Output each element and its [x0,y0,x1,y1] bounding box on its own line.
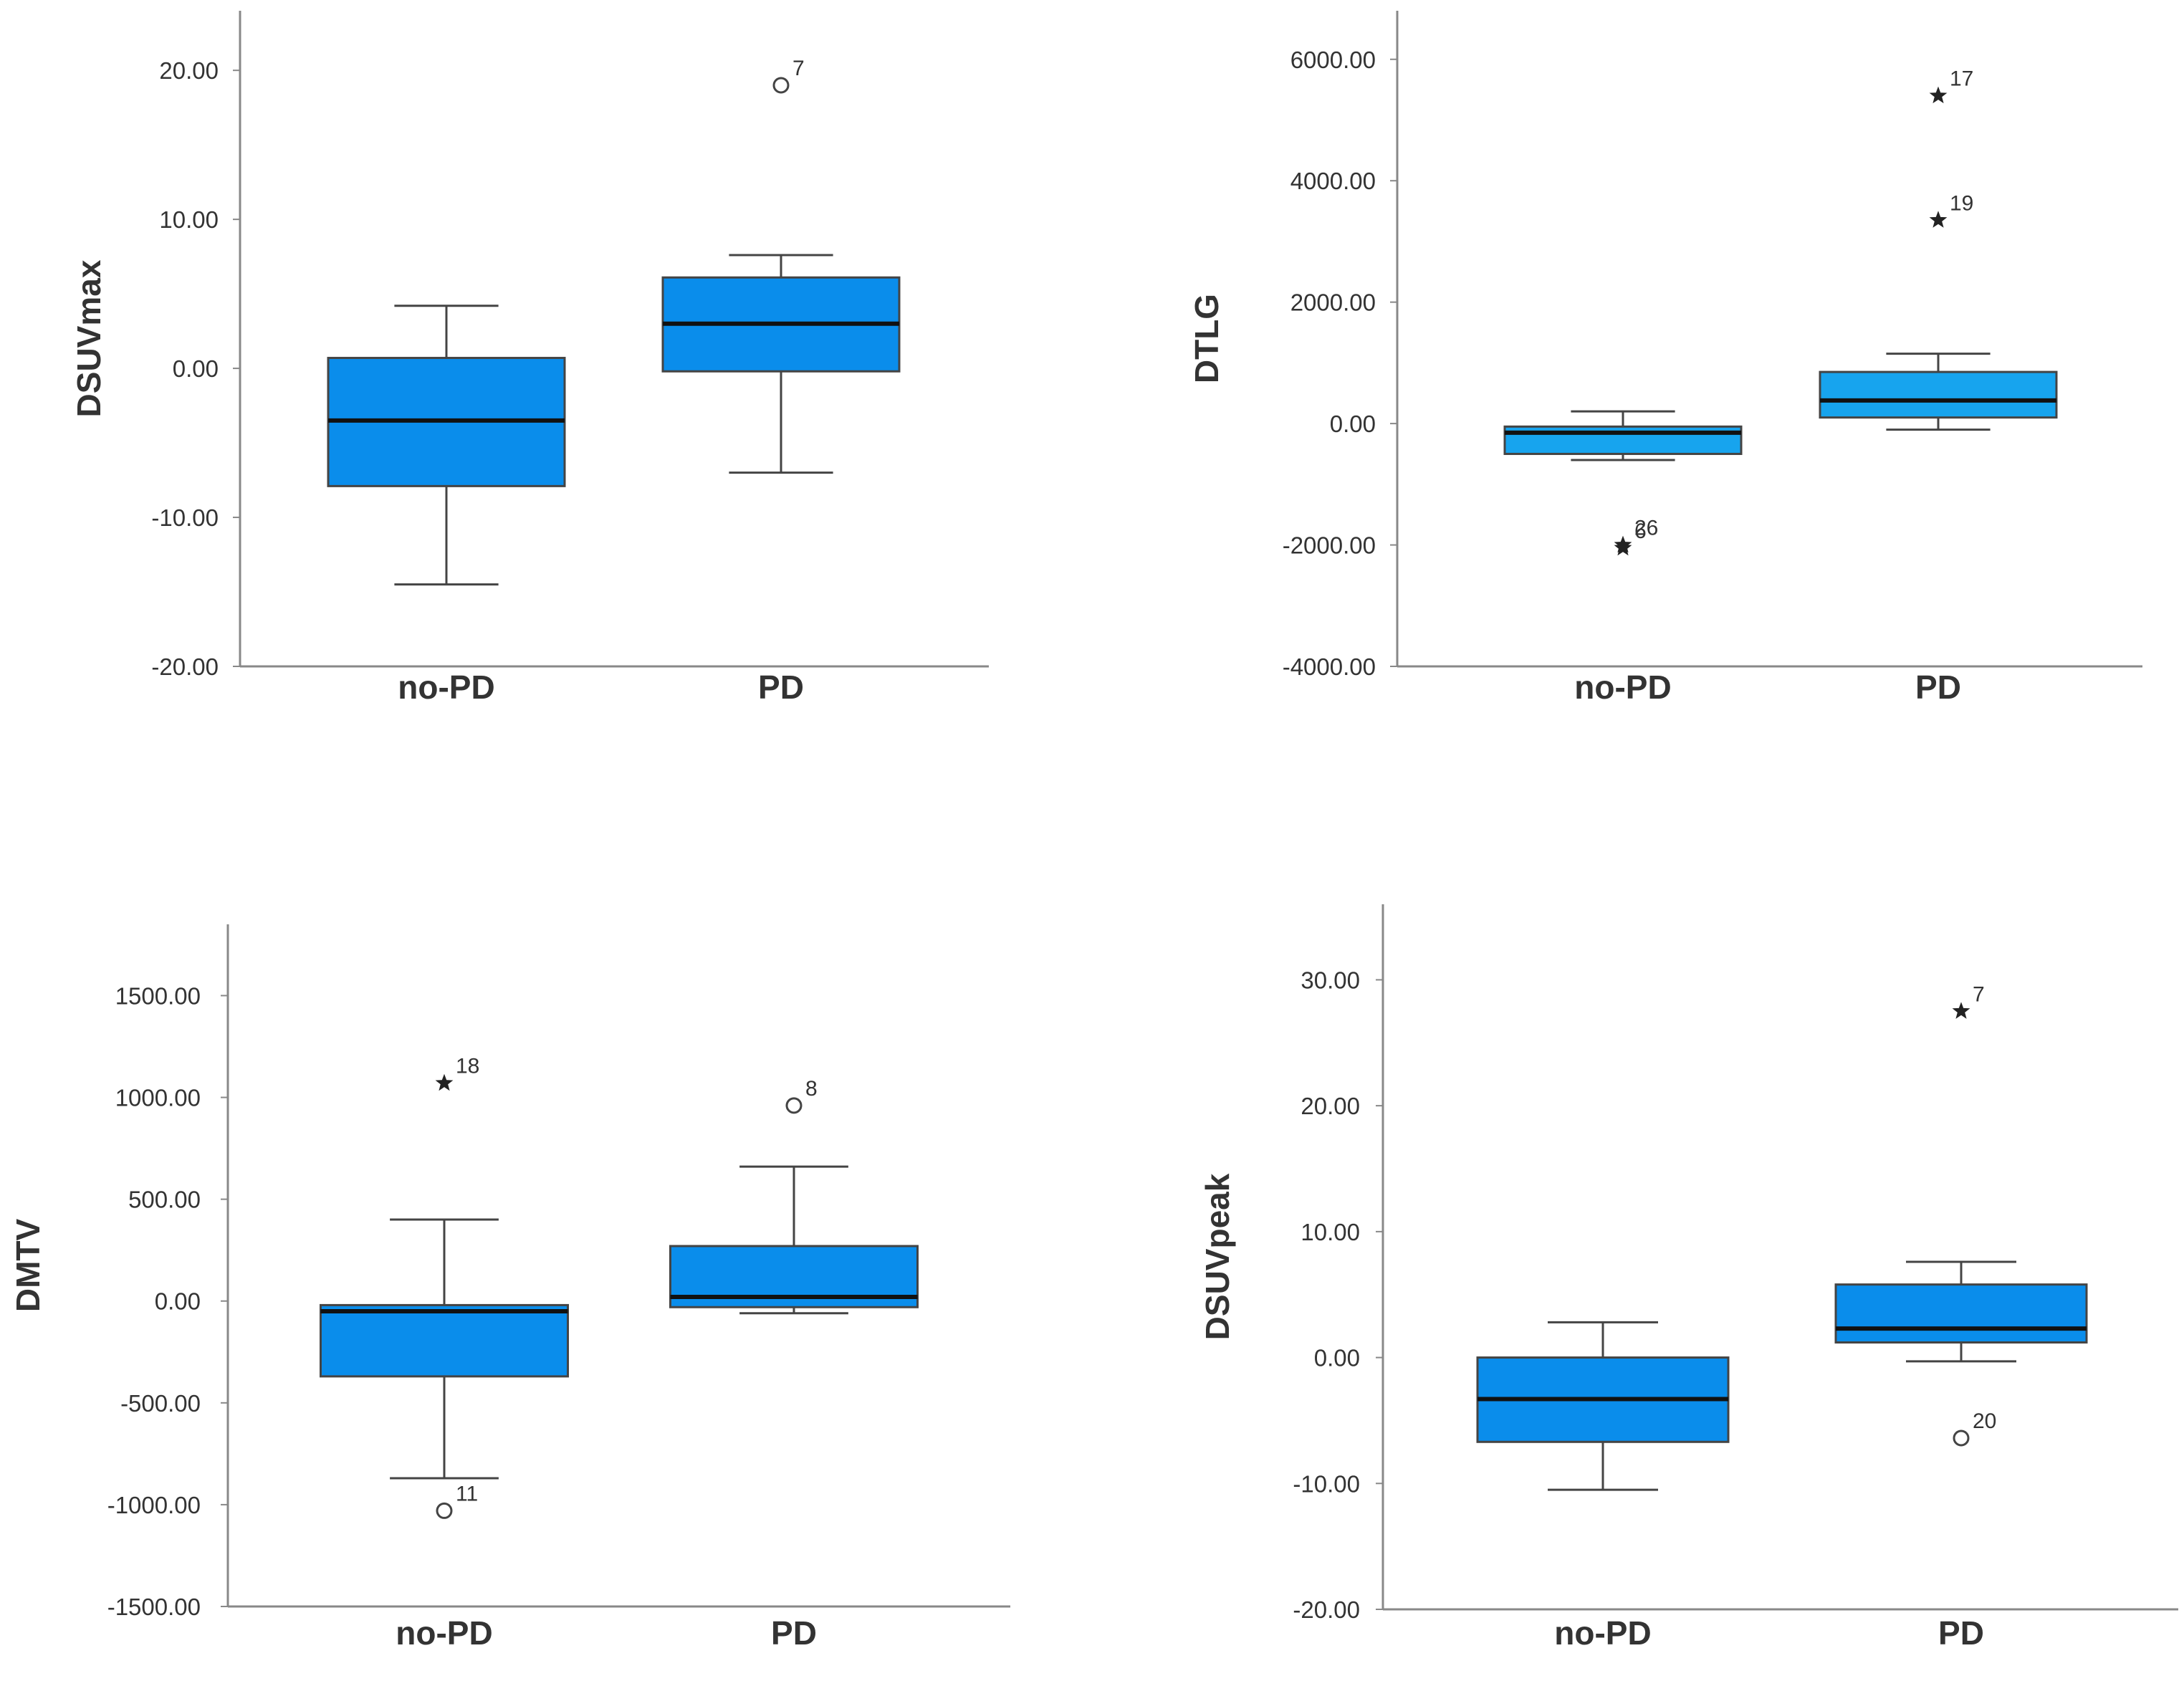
box-no-pd [1476,1321,1730,1491]
y-tick-label: -1000.00 [107,1492,201,1518]
y-tick-label: 0.00 [1314,1345,1360,1371]
outlier-circle [785,1097,803,1114]
y-tick-label: 1500.00 [115,982,201,1009]
outlier-label: 7 [792,57,805,80]
box-pd: 7 20 [1834,982,2088,1447]
y-tick-label: -20.00 [151,653,219,680]
y-tick-label: -500.00 [120,1390,201,1417]
y-tick-label: 1000.00 [115,1085,201,1111]
chart-panel-dmtv: -1500.00 -1000.00 -500.00 0.00 500.00 1000.00… [9,924,1010,1652]
outlier-star [435,1073,454,1091]
box-pd: 7 [661,57,901,474]
y-axis-title: DTLG [1188,294,1225,383]
y-tick-label: 4000.00 [1290,168,1376,194]
outlier-label: 6 [1634,519,1647,543]
outlier-star [1929,211,1948,228]
chart-panel-dsuvpeak: -20.00 -10.00 0.00 10.00 20.00 30.00 DSUVpeak n… [1199,904,2178,1652]
y-axis-title: DSUVpeak [1199,1173,1236,1340]
iqr-box [1834,1283,2088,1344]
outlier-circle [772,77,790,94]
y-tick-label: 20.00 [1301,1093,1360,1119]
y-tick-label: -10.00 [151,504,219,531]
outlier-label: 8 [805,1077,818,1101]
outlier-label: 18 [456,1055,479,1078]
outlier-label: 19 [1950,191,1973,215]
y-axis-title: DMTV [9,1219,47,1313]
x-category-label: PD [1915,669,1961,706]
x-category-label: no-PD [1554,1614,1651,1652]
chart-panel-dsuvmax: -20.00 -10.00 0.00 10.00 20.00 DSUVmax no-PD PD… [70,11,989,706]
box-pd: 8 [669,1077,919,1315]
y-tick-label: 0.00 [173,355,219,382]
box-no-pd [327,305,566,586]
y-tick-label: -20.00 [1293,1596,1360,1623]
x-category-label: PD [771,1614,817,1652]
y-tick-label: 0.00 [155,1288,201,1315]
y-tick-label: -4000.00 [1283,653,1376,680]
y-tick-label: -10.00 [1293,1470,1360,1497]
y-tick-label: 0.00 [1330,411,1376,437]
x-category-label: no-PD [396,1614,492,1652]
x-category-label: PD [758,669,804,706]
x-category-label: PD [1938,1614,1984,1652]
y-axis-title: DSUVmax [70,259,107,417]
y-tick-label: -1500.00 [107,1594,201,1620]
x-category-label: no-PD [1574,669,1671,706]
outlier-label: 26 [1634,517,1658,540]
y-tick-label: 6000.00 [1290,47,1376,73]
outlier-star [1614,538,1632,556]
outlier-label: 17 [1950,67,1973,91]
x-category-label: no-PD [398,669,494,706]
outlier-label: 20 [1973,1409,1996,1433]
y-tick-label: 2000.00 [1290,289,1376,316]
y-tick-label: 10.00 [159,206,219,233]
outlier-circle [436,1502,453,1519]
y-tick-label: 30.00 [1301,967,1360,993]
y-tick-label: -2000.00 [1283,532,1376,559]
outlier-star [1952,1002,1970,1019]
y-tick-label: 20.00 [159,57,219,84]
box-no-pd: 266 [1503,410,1743,556]
y-tick-label: 10.00 [1301,1219,1360,1245]
outlier-circle [1953,1429,1970,1447]
outlier-label: 11 [456,1482,478,1505]
outlier-star [1929,86,1948,104]
y-tick-label: 500.00 [128,1187,201,1213]
iqr-box [320,1303,569,1378]
outlier-label: 7 [1973,982,1985,1006]
iqr-box [1819,370,2058,419]
chart-panel-dtlg: -4000.00 -2000.00 0.00 2000.00 4000.00 6000.0… [1188,11,2142,706]
